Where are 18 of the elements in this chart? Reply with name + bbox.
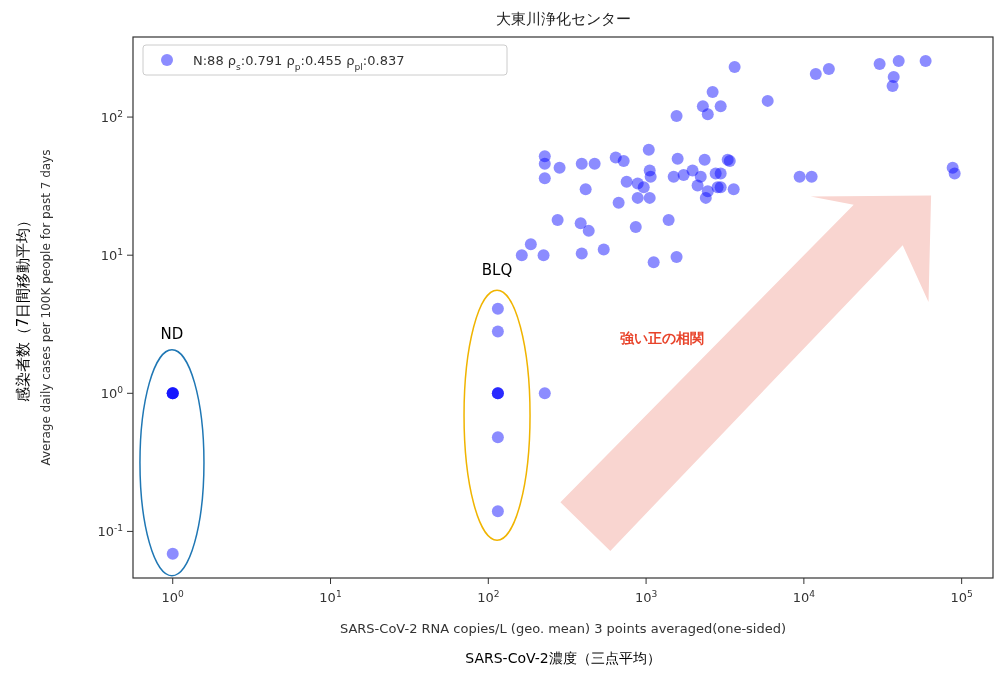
chart-title: 大東川浄化センター [495, 10, 631, 28]
legend-label: N:88 ρ$_{s}$:0.791 ρ$_{p}$:0.455 ρ$_{pl}$:0.837 [193, 53, 405, 72]
annotation: 強い正の相関 [619, 329, 704, 346]
x-tick-label: 10$^{4}$ [792, 589, 816, 605]
annotation: ND [160, 324, 184, 343]
y-tick-label: 10$^{-1}$ [97, 523, 123, 540]
y-tick-label: 10$^{2}$ [100, 109, 123, 126]
x-tick-label: 10$^{5}$ [950, 589, 973, 605]
y-axis-title: 感染者数（7日間移動平均） Average daily cases per 100K people for past 7 days [14, 149, 53, 466]
x-tick-label: 10$^{2}$ [477, 589, 500, 605]
x-tick-label: 10$^{0}$ [161, 589, 185, 605]
x-axis-title: SARS-CoV-2 RNA copies/L (geo. mean) 3 points averaged(one-sided) SARS-CoV-2濃度（三点平均） [339, 621, 787, 666]
x-tick-label: 10$^{3}$ [634, 589, 658, 605]
y-tick-label: 10$^{0}$ [100, 385, 124, 402]
annotation: BLQ [481, 261, 513, 280]
x-tick-label: 10$^{1}$ [319, 589, 342, 605]
y-tick-label: 10$^{1}$ [100, 247, 123, 264]
legend: N:88 ρ$_{s}$:0.791 ρ$_{p}$:0.455 ρ$_{pl}$:0.837 [142, 44, 508, 76]
